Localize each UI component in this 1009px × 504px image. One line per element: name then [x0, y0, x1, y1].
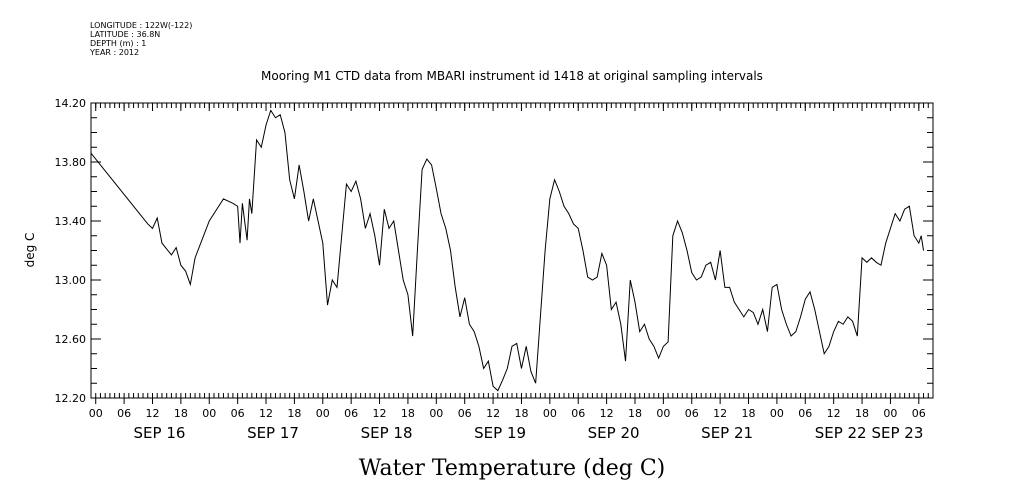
x-axis: 00 06 12 18 00 06 12 18 00 06 12 18 00 06 12 18 00 06 12 18… [89, 103, 926, 420]
x-tick-label: 00 [543, 407, 557, 420]
x-tick-label: 18 [174, 407, 188, 420]
y-axis-label: deg C [23, 233, 37, 268]
water-temperature-line [90, 109, 925, 392]
x-tick-label: 06 [344, 407, 358, 420]
x-day-label: SEP 18 [361, 424, 413, 442]
minor-ticks [90, 102, 934, 399]
x-day-labels: SEP 16 SEP 17 SEP 18 SEP 19 SEP 20 SEP 21 SEP … [134, 424, 924, 442]
x-day-label: SEP 16 [134, 424, 186, 442]
x-tick-label: 18 [855, 407, 869, 420]
x-tick-label: 00 [202, 407, 216, 420]
x-tick-label: 06 [912, 407, 926, 420]
x-tick-label: 18 [401, 407, 415, 420]
x-day-label: SEP 23 [871, 424, 923, 442]
x-tick-label: 06 [685, 407, 699, 420]
x-day-label: SEP 17 [247, 424, 299, 442]
x-tick-label: 18 [742, 407, 756, 420]
x-day-label: SEP 20 [588, 424, 640, 442]
x-tick-label: 12 [373, 407, 387, 420]
x-tick-label: 00 [656, 407, 670, 420]
x-tick-label: 12 [486, 407, 500, 420]
x-tick-label: 00 [770, 407, 784, 420]
x-tick-label: 00 [316, 407, 330, 420]
x-tick-label: 18 [514, 407, 528, 420]
x-day-label: SEP 21 [701, 424, 753, 442]
x-tick-label: 18 [628, 407, 642, 420]
y-tick-label: 12.20 [55, 392, 87, 405]
y-tick-label: 12.60 [55, 333, 87, 346]
x-tick-label: 00 [429, 407, 443, 420]
depth-label: DEPTH (m) : 1 [90, 39, 147, 48]
x-tick-label: 12 [600, 407, 614, 420]
x-day-label: SEP 19 [474, 424, 526, 442]
x-tick-label: 12 [259, 407, 273, 420]
x-axis-label: Water Temperature (deg C) [359, 456, 666, 481]
x-tick-label: 12 [827, 407, 841, 420]
x-tick-label: 06 [798, 407, 812, 420]
y-tick-label: 13.80 [55, 156, 87, 169]
plot-frame [90, 102, 934, 399]
x-tick-label: 00 [883, 407, 897, 420]
y-tick-label: 14.20 [55, 97, 87, 110]
mooring-metadata: LONGITUDE : 122W(-122) LATITUDE : 36.8N … [90, 21, 192, 57]
y-axis: 12.20 12.60 13.00 13.40 13.80 14.20 [55, 97, 933, 405]
x-tick-label: 06 [571, 407, 585, 420]
x-tick-label: 06 [117, 407, 131, 420]
chart-title: Mooring M1 CTD data from MBARI instrumen… [261, 69, 763, 83]
x-tick-label: 12 [713, 407, 727, 420]
year-label: YEAR : 2012 [90, 48, 140, 57]
minor-tick-marks [90, 102, 934, 399]
y-tick-label: 13.40 [55, 215, 87, 228]
x-tick-label: 06 [231, 407, 245, 420]
x-day-label: SEP 22 [815, 424, 867, 442]
x-tick-label: 18 [287, 407, 301, 420]
x-tick-label: 00 [89, 407, 103, 420]
latitude-label: LATITUDE : 36.8N [90, 30, 161, 39]
y-tick-label: 13.00 [55, 274, 87, 287]
longitude-label: LONGITUDE : 122W(-122) [90, 21, 193, 30]
x-tick-label: 12 [145, 407, 159, 420]
x-tick-label: 06 [458, 407, 472, 420]
